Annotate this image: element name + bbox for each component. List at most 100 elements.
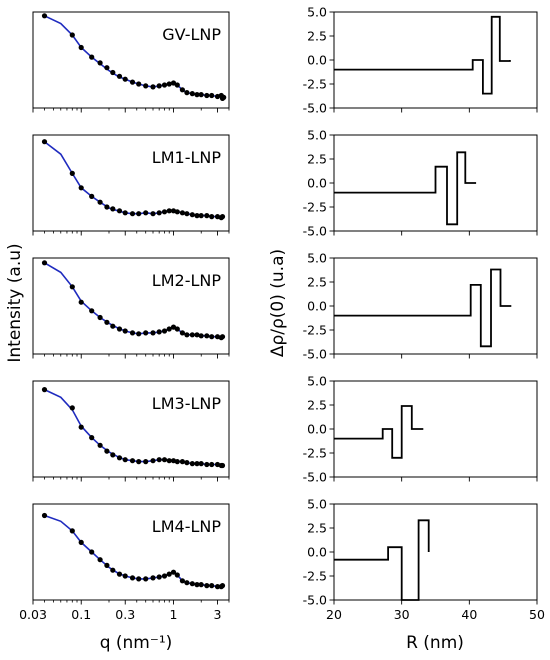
data-point (41, 512, 48, 519)
profile-frame (333, 11, 538, 109)
data-point (209, 583, 215, 589)
y-tick-label: -5.0 (303, 346, 327, 361)
profile-panel: -5.0 -2.5 0.0 2.5 5.0 (303, 4, 538, 115)
data-point (136, 211, 142, 217)
data-point (189, 332, 195, 338)
y-tick-label: 0.0 (307, 175, 327, 190)
y-tick-label: -2.5 (303, 199, 327, 214)
data-point (97, 60, 103, 66)
density-profile-line (334, 151, 477, 226)
y-tick-label: 2.5 (307, 397, 327, 412)
y-tick-label: 0.0 (307, 298, 327, 313)
data-point (209, 334, 215, 340)
data-point (110, 323, 116, 329)
data-point (179, 87, 185, 93)
saxs-panel: LM4-LNP 0.03 0.1 0.3 1 3 (19, 503, 230, 622)
saxs-panel: LM1-LNP (32, 134, 230, 236)
data-point (150, 575, 156, 581)
data-point (184, 580, 190, 586)
data-point (198, 333, 204, 339)
data-point (69, 528, 75, 534)
data-point (189, 212, 195, 218)
y-tick-label: 5.0 (307, 496, 327, 511)
data-point (194, 92, 200, 98)
data-point (166, 458, 172, 464)
data-point (150, 330, 156, 336)
data-point (198, 92, 204, 98)
data-point (41, 260, 48, 266)
data-point (97, 199, 103, 205)
data-point (116, 73, 123, 79)
right-x-axis-label: R (nm) (406, 633, 464, 653)
data-point (174, 82, 180, 88)
data-point (97, 314, 103, 321)
data-point (166, 208, 172, 214)
data-point (110, 206, 116, 212)
data-point (219, 583, 226, 589)
data-point (143, 576, 149, 582)
data-point (219, 214, 226, 220)
data-point (161, 209, 168, 215)
data-point (161, 328, 168, 334)
data-point (97, 442, 103, 448)
y-tick-label: 5.0 (307, 373, 327, 388)
left-x-axis-label: q (nm⁻¹) (100, 633, 173, 653)
data-point (198, 582, 204, 588)
x-tick-label: 50 (529, 607, 545, 622)
saxs-frame (32, 11, 230, 109)
data-point (156, 329, 162, 335)
y-tick-label: -5.0 (303, 592, 327, 607)
data-point (198, 213, 204, 219)
left-y-axis-label: Intensity (a.u) (5, 243, 25, 362)
data-point (166, 326, 172, 332)
data-point (104, 448, 110, 454)
data-point (156, 457, 162, 463)
data-point (41, 387, 48, 393)
data-point (143, 210, 149, 216)
profile-frame (333, 503, 538, 601)
data-point (156, 210, 162, 216)
data-point (174, 209, 180, 215)
y-tick-label: -2.5 (303, 568, 327, 583)
data-point (214, 584, 221, 590)
data-point (78, 44, 84, 51)
data-point (204, 583, 210, 589)
data-point (122, 573, 128, 579)
data-point (179, 459, 185, 465)
profile-panel: -5.0 -2.5 0.0 2.5 5.0 (303, 373, 538, 484)
data-point (174, 572, 180, 578)
data-point (89, 549, 95, 555)
data-point (170, 569, 177, 575)
data-point (166, 571, 172, 577)
data-point (122, 76, 128, 82)
data-point (194, 461, 200, 467)
saxs-panel: LM2-LNP (32, 257, 230, 359)
data-point (78, 299, 84, 305)
panel-title: LM2-LNP (152, 271, 222, 290)
data-point (69, 284, 75, 290)
data-point (136, 576, 142, 582)
y-tick-label: 0.0 (307, 52, 327, 67)
data-point (194, 332, 200, 338)
density-profile-line (334, 405, 424, 459)
panels-layer: GV-LNP -5.0 -2.5 0.0 2.5 5.0 LM1-LNP -5.0 -2.5 0.… (19, 4, 545, 622)
data-point (189, 461, 195, 467)
y-tick-label: 5.0 (307, 4, 327, 19)
y-tick-label: -2.5 (303, 445, 327, 460)
data-point (122, 210, 128, 216)
data-point (89, 193, 95, 199)
data-point (97, 557, 103, 563)
data-point (122, 457, 128, 463)
data-point (179, 578, 185, 584)
data-point (89, 54, 95, 60)
panel-title: LM1-LNP (152, 148, 222, 167)
data-point (136, 81, 142, 87)
data-point (204, 213, 210, 219)
data-point (136, 459, 142, 465)
saxs-panel: GV-LNP (32, 11, 230, 113)
data-point (174, 326, 180, 332)
y-tick-label: 2.5 (307, 151, 327, 166)
data-point (209, 461, 215, 468)
data-point (219, 462, 226, 469)
panel-title: GV-LNP (162, 25, 221, 44)
